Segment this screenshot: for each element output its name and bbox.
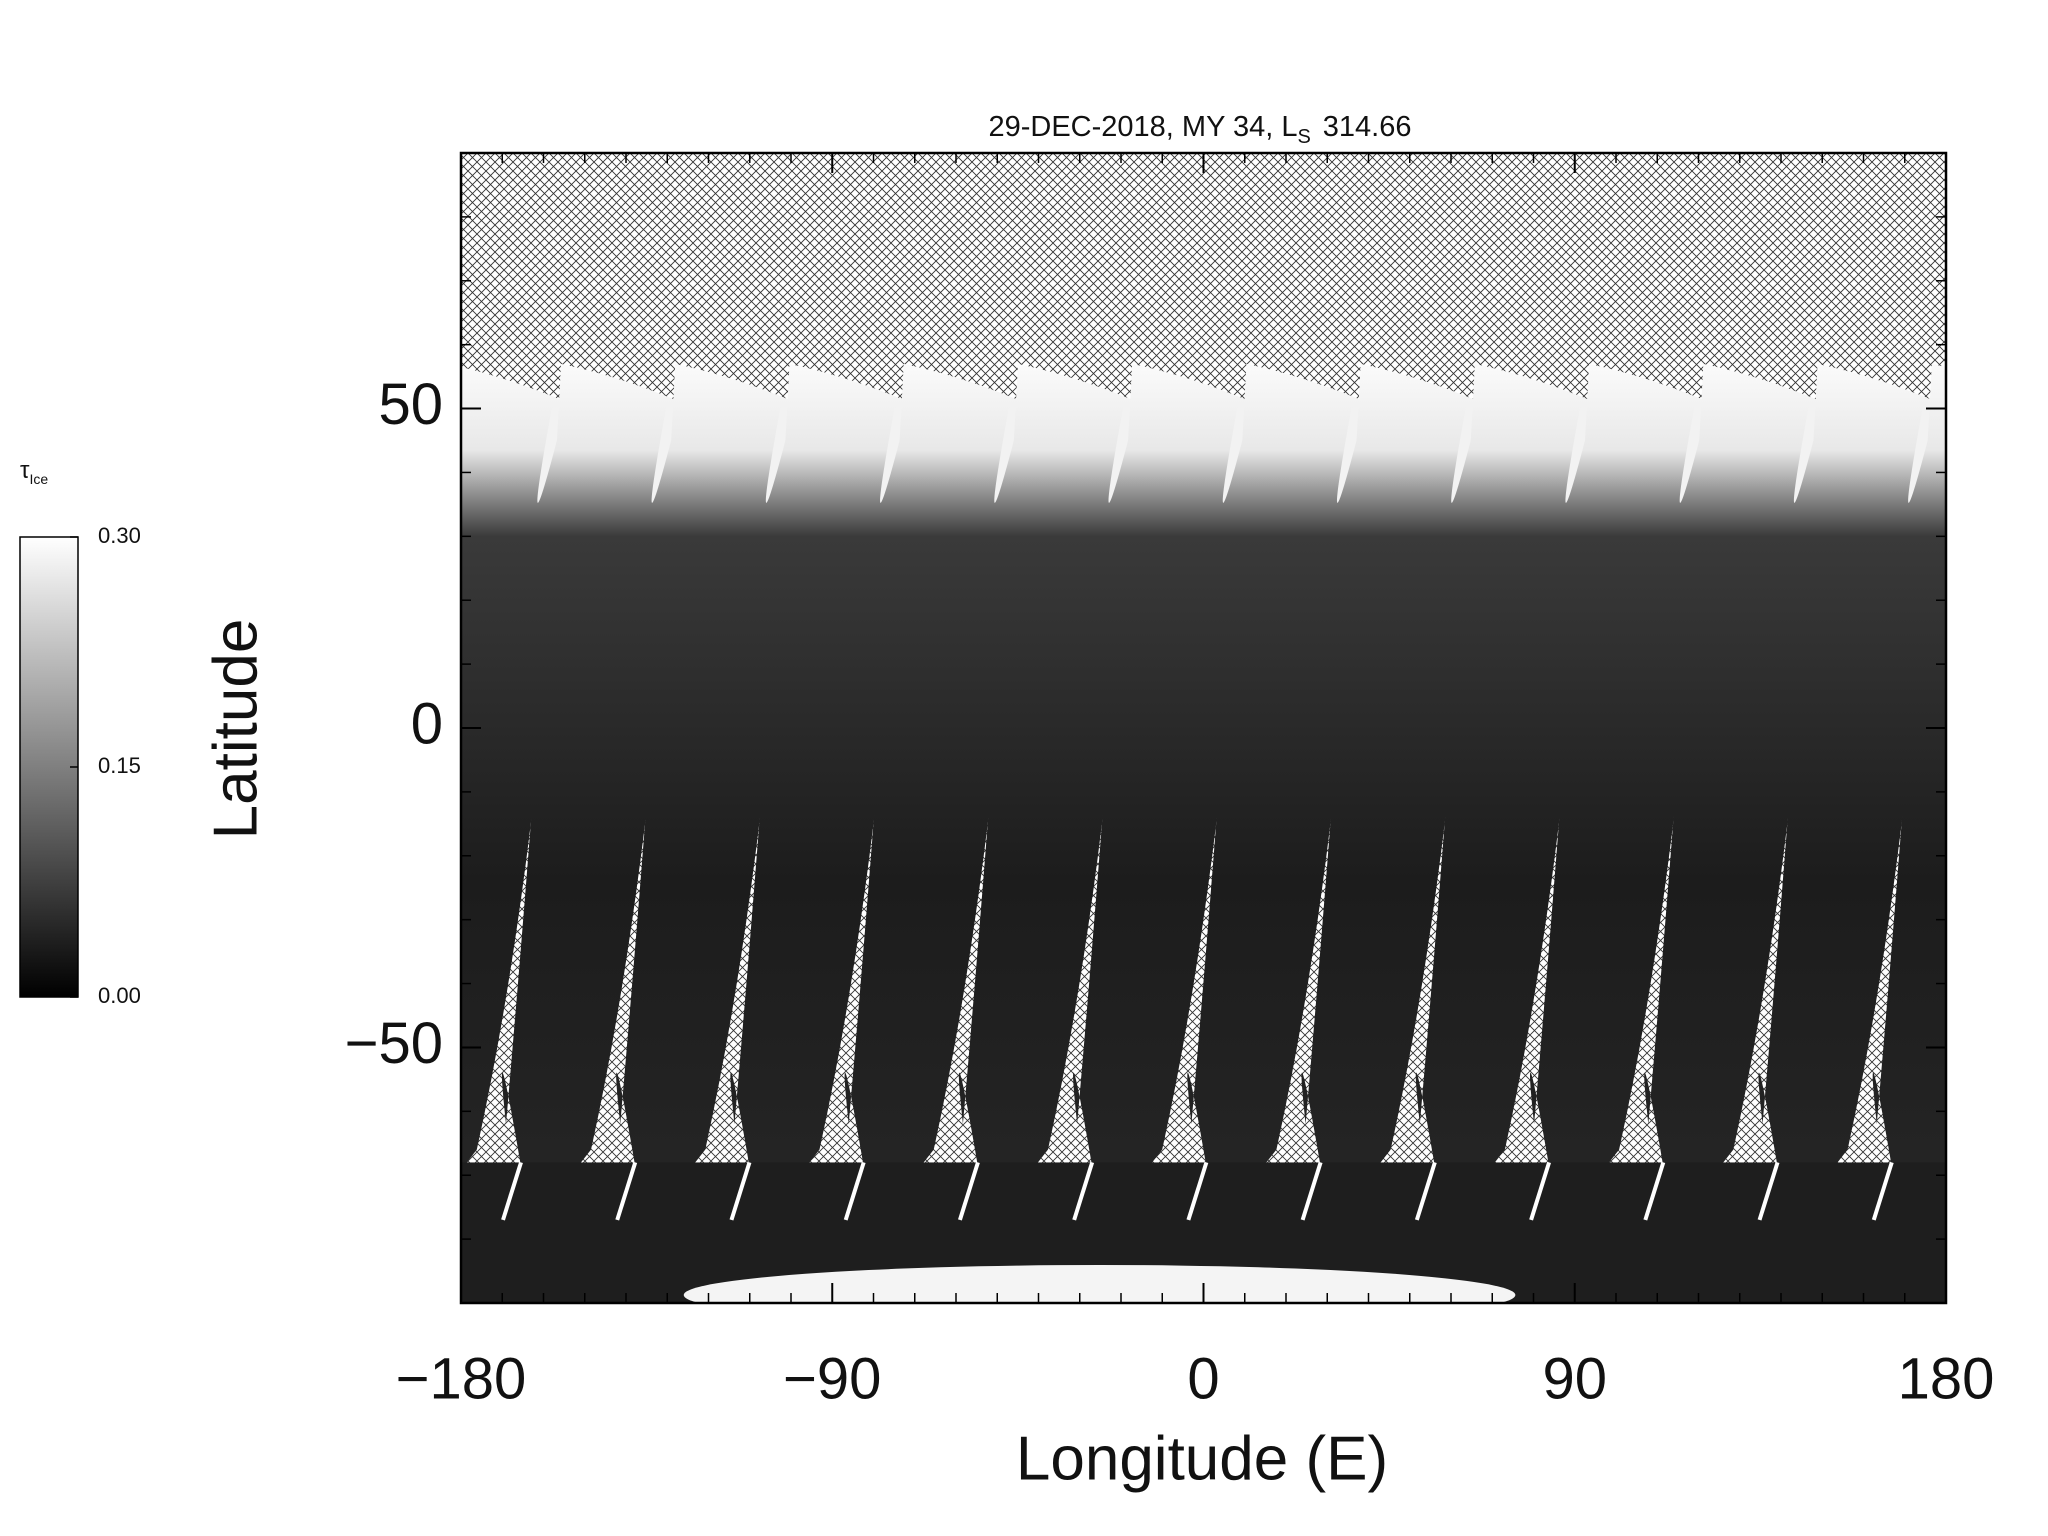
- swath-gap: [615, 1161, 638, 1221]
- swath: [616, 363, 796, 1227]
- swath-gap: [958, 1161, 980, 1221]
- swath: [730, 363, 910, 1227]
- swath: [1301, 363, 1481, 1227]
- y-axis-label: Latitude: [201, 619, 270, 840]
- swath: [1073, 363, 1253, 1227]
- colorbar-tick-label: 0.15: [98, 753, 141, 778]
- swath-gap: [1757, 1161, 1780, 1221]
- polar-cap-bright: [683, 1265, 1516, 1303]
- swath: [1529, 363, 1710, 1227]
- x-tick-label: −180: [396, 1346, 527, 1411]
- colorbar-tick-label: 0.30: [98, 523, 141, 548]
- swath-gap: [1300, 1161, 1323, 1221]
- colorbar-label: τIce: [20, 457, 48, 486]
- x-tick-label: 180: [1898, 1346, 1995, 1411]
- swath: [844, 363, 1024, 1227]
- y-tick-label: −50: [345, 1011, 443, 1076]
- swath-gap: [843, 1161, 866, 1221]
- swath: [1987, 364, 2048, 1227]
- swath: [1415, 363, 1595, 1227]
- colorbar: [19, 536, 79, 998]
- x-tick-label: 0: [1187, 1346, 1219, 1411]
- swath: [1872, 363, 1946, 1227]
- swath-gap: [1871, 1161, 1894, 1221]
- swath-gap: [1529, 1161, 1551, 1221]
- swath: [501, 363, 681, 1227]
- swath: [1644, 363, 1824, 1227]
- x-tick-label: −90: [783, 1346, 881, 1411]
- swath-gap: [1643, 1161, 1666, 1221]
- colorbar-tick-label: 0.00: [98, 983, 141, 1008]
- swath: [1758, 363, 1938, 1227]
- x-tick-label: 90: [1542, 1346, 1607, 1411]
- swath-gap: [729, 1161, 752, 1221]
- swath-gap: [501, 1161, 523, 1221]
- chart-title: 29-DEC-2018, MY 34, LS 314.66: [988, 111, 1411, 149]
- map-area: [461, 153, 2048, 1303]
- swath-gap: [1072, 1161, 1095, 1221]
- swath: [958, 363, 1138, 1227]
- x-axis-label: Longitude (E): [1016, 1424, 1388, 1493]
- swath-gap: [1186, 1161, 1209, 1221]
- swath: [461, 367, 567, 1170]
- y-tick-label: 50: [378, 372, 443, 437]
- swath-edge: [2022, 402, 2048, 503]
- swath: [1187, 363, 1367, 1227]
- y-tick-label: 0: [411, 691, 443, 756]
- swath-gap: [1414, 1161, 1437, 1221]
